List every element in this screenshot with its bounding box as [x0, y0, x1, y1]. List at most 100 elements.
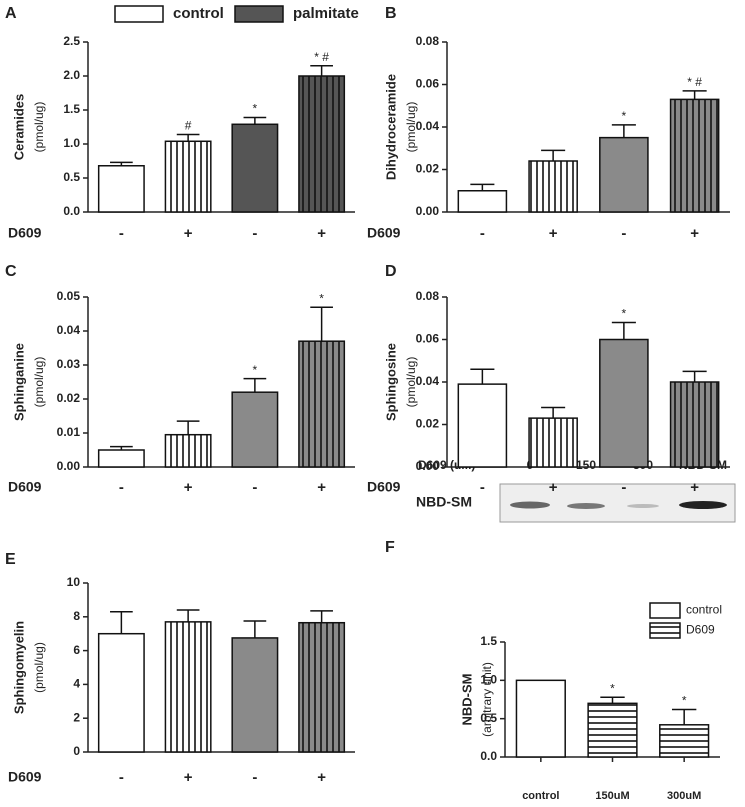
bar [231, 391, 279, 468]
bar [528, 160, 578, 213]
x-tick-label: + [690, 225, 699, 242]
x-tick-label: + [690, 479, 699, 496]
y-tick-label: 0.0 [480, 749, 497, 763]
bar [599, 338, 649, 468]
y-tick-label: 0.00 [57, 459, 81, 473]
y-axis-label: Sphingomyelin [11, 621, 26, 714]
bar [298, 621, 346, 753]
y-tick-label: 1.5 [63, 102, 80, 116]
y-tick-label: 0 [73, 744, 80, 758]
annotation: * # [687, 75, 702, 89]
bar [164, 140, 212, 213]
panel-label: E [5, 551, 16, 568]
row-label: D609 [8, 479, 42, 495]
y-tick-label: 0.03 [57, 357, 81, 371]
y-tick-label: 1.5 [480, 634, 497, 648]
x-tick-label: - [480, 225, 485, 242]
y-axis-label: Ceramides [11, 94, 26, 160]
x-tick-label: + [549, 479, 558, 496]
y-tick-label: 2.5 [63, 34, 80, 48]
y-tick-label: 0.02 [416, 162, 440, 176]
y-tick-label: 0.5 [480, 711, 497, 725]
y-tick-label: 0.06 [416, 332, 440, 346]
x-tick-label: + [184, 479, 193, 496]
x-tick-label: - [252, 225, 257, 242]
panel-label: A [5, 5, 17, 22]
bar [669, 98, 720, 213]
y-tick-label: 0.06 [416, 77, 440, 91]
x-tick-label: 300uM [667, 790, 701, 802]
x-tick-label: + [549, 225, 558, 242]
bar [164, 433, 212, 468]
x-tick-label: + [184, 225, 193, 242]
row-label: D609 [8, 769, 42, 785]
x-tick-label: - [119, 769, 124, 786]
y-axis-label: Dihydroceramide [383, 74, 398, 180]
y-tick-label: 0.04 [416, 119, 440, 133]
blot-band [627, 504, 659, 508]
bar [298, 340, 346, 468]
y-tick-label: 0.02 [57, 391, 81, 405]
annotation: * [682, 694, 687, 708]
x-tick-label: - [480, 479, 485, 496]
x-tick-label: + [317, 225, 326, 242]
x-tick-label: 150uM [595, 790, 629, 802]
blot: D609 (uM) 0 150 300 NBD-SM NBD-SM [416, 458, 736, 523]
y-tick-label: 0.04 [57, 323, 81, 337]
annotation: * # [314, 50, 329, 64]
bar [515, 679, 566, 758]
y-tick-label: 4 [73, 677, 80, 691]
legend-swatch [649, 622, 681, 639]
y-tick-label: 2.0 [63, 68, 80, 82]
legend-swatch [114, 5, 164, 23]
legend-label: palmitate [293, 5, 359, 22]
x-tick-label: + [317, 769, 326, 786]
panel-label: D [385, 263, 397, 280]
annotation: # [185, 119, 192, 133]
y-tick-label: 0.08 [416, 34, 440, 48]
y-tick-label: 0.01 [57, 425, 81, 439]
y-tick-label: 1.0 [63, 136, 80, 150]
y-tick-label: 10 [67, 575, 81, 589]
blot-lane: 150 [576, 458, 596, 472]
blot-row-label: NBD-SM [416, 494, 472, 510]
y-tick-label: 0.08 [416, 289, 440, 303]
x-tick-label: - [119, 225, 124, 242]
bar [97, 165, 145, 213]
x-tick-label: control [522, 790, 559, 802]
y-axis-label: (pmol/ug) [404, 357, 418, 408]
bar [599, 136, 649, 213]
y-tick-label: 8 [73, 609, 80, 623]
annotation: * [319, 291, 324, 305]
bar [298, 75, 346, 213]
bar [231, 637, 279, 753]
y-tick-label: 0.00 [416, 204, 440, 218]
bar [97, 632, 145, 753]
y-axis-label: (pmol/ug) [32, 357, 46, 408]
annotation: * [622, 307, 627, 321]
x-tick-label: + [184, 769, 193, 786]
y-axis-label: (arbitrary unit) [480, 662, 494, 737]
y-tick-label: 2 [73, 710, 80, 724]
bar [669, 381, 720, 468]
panel-label: C [5, 263, 17, 280]
bar [587, 702, 638, 758]
x-tick-label: - [252, 769, 257, 786]
bar [457, 383, 508, 468]
y-tick-label: 0.5 [63, 170, 80, 184]
blot-band [510, 501, 550, 509]
legend-swatch [234, 5, 284, 23]
bar [97, 449, 145, 468]
y-tick-label: 1.0 [480, 673, 497, 687]
annotation: * [622, 109, 627, 123]
x-tick-label: - [119, 479, 124, 496]
y-tick-label: 0.05 [57, 289, 81, 303]
row-label: D609 [367, 225, 401, 241]
legend-label: D609 [686, 623, 715, 637]
annotation: * [253, 102, 258, 116]
legend-swatch [649, 602, 681, 619]
legend-label: control [686, 603, 722, 617]
panel-label: B [385, 5, 397, 22]
row-label: D609 [8, 225, 42, 241]
